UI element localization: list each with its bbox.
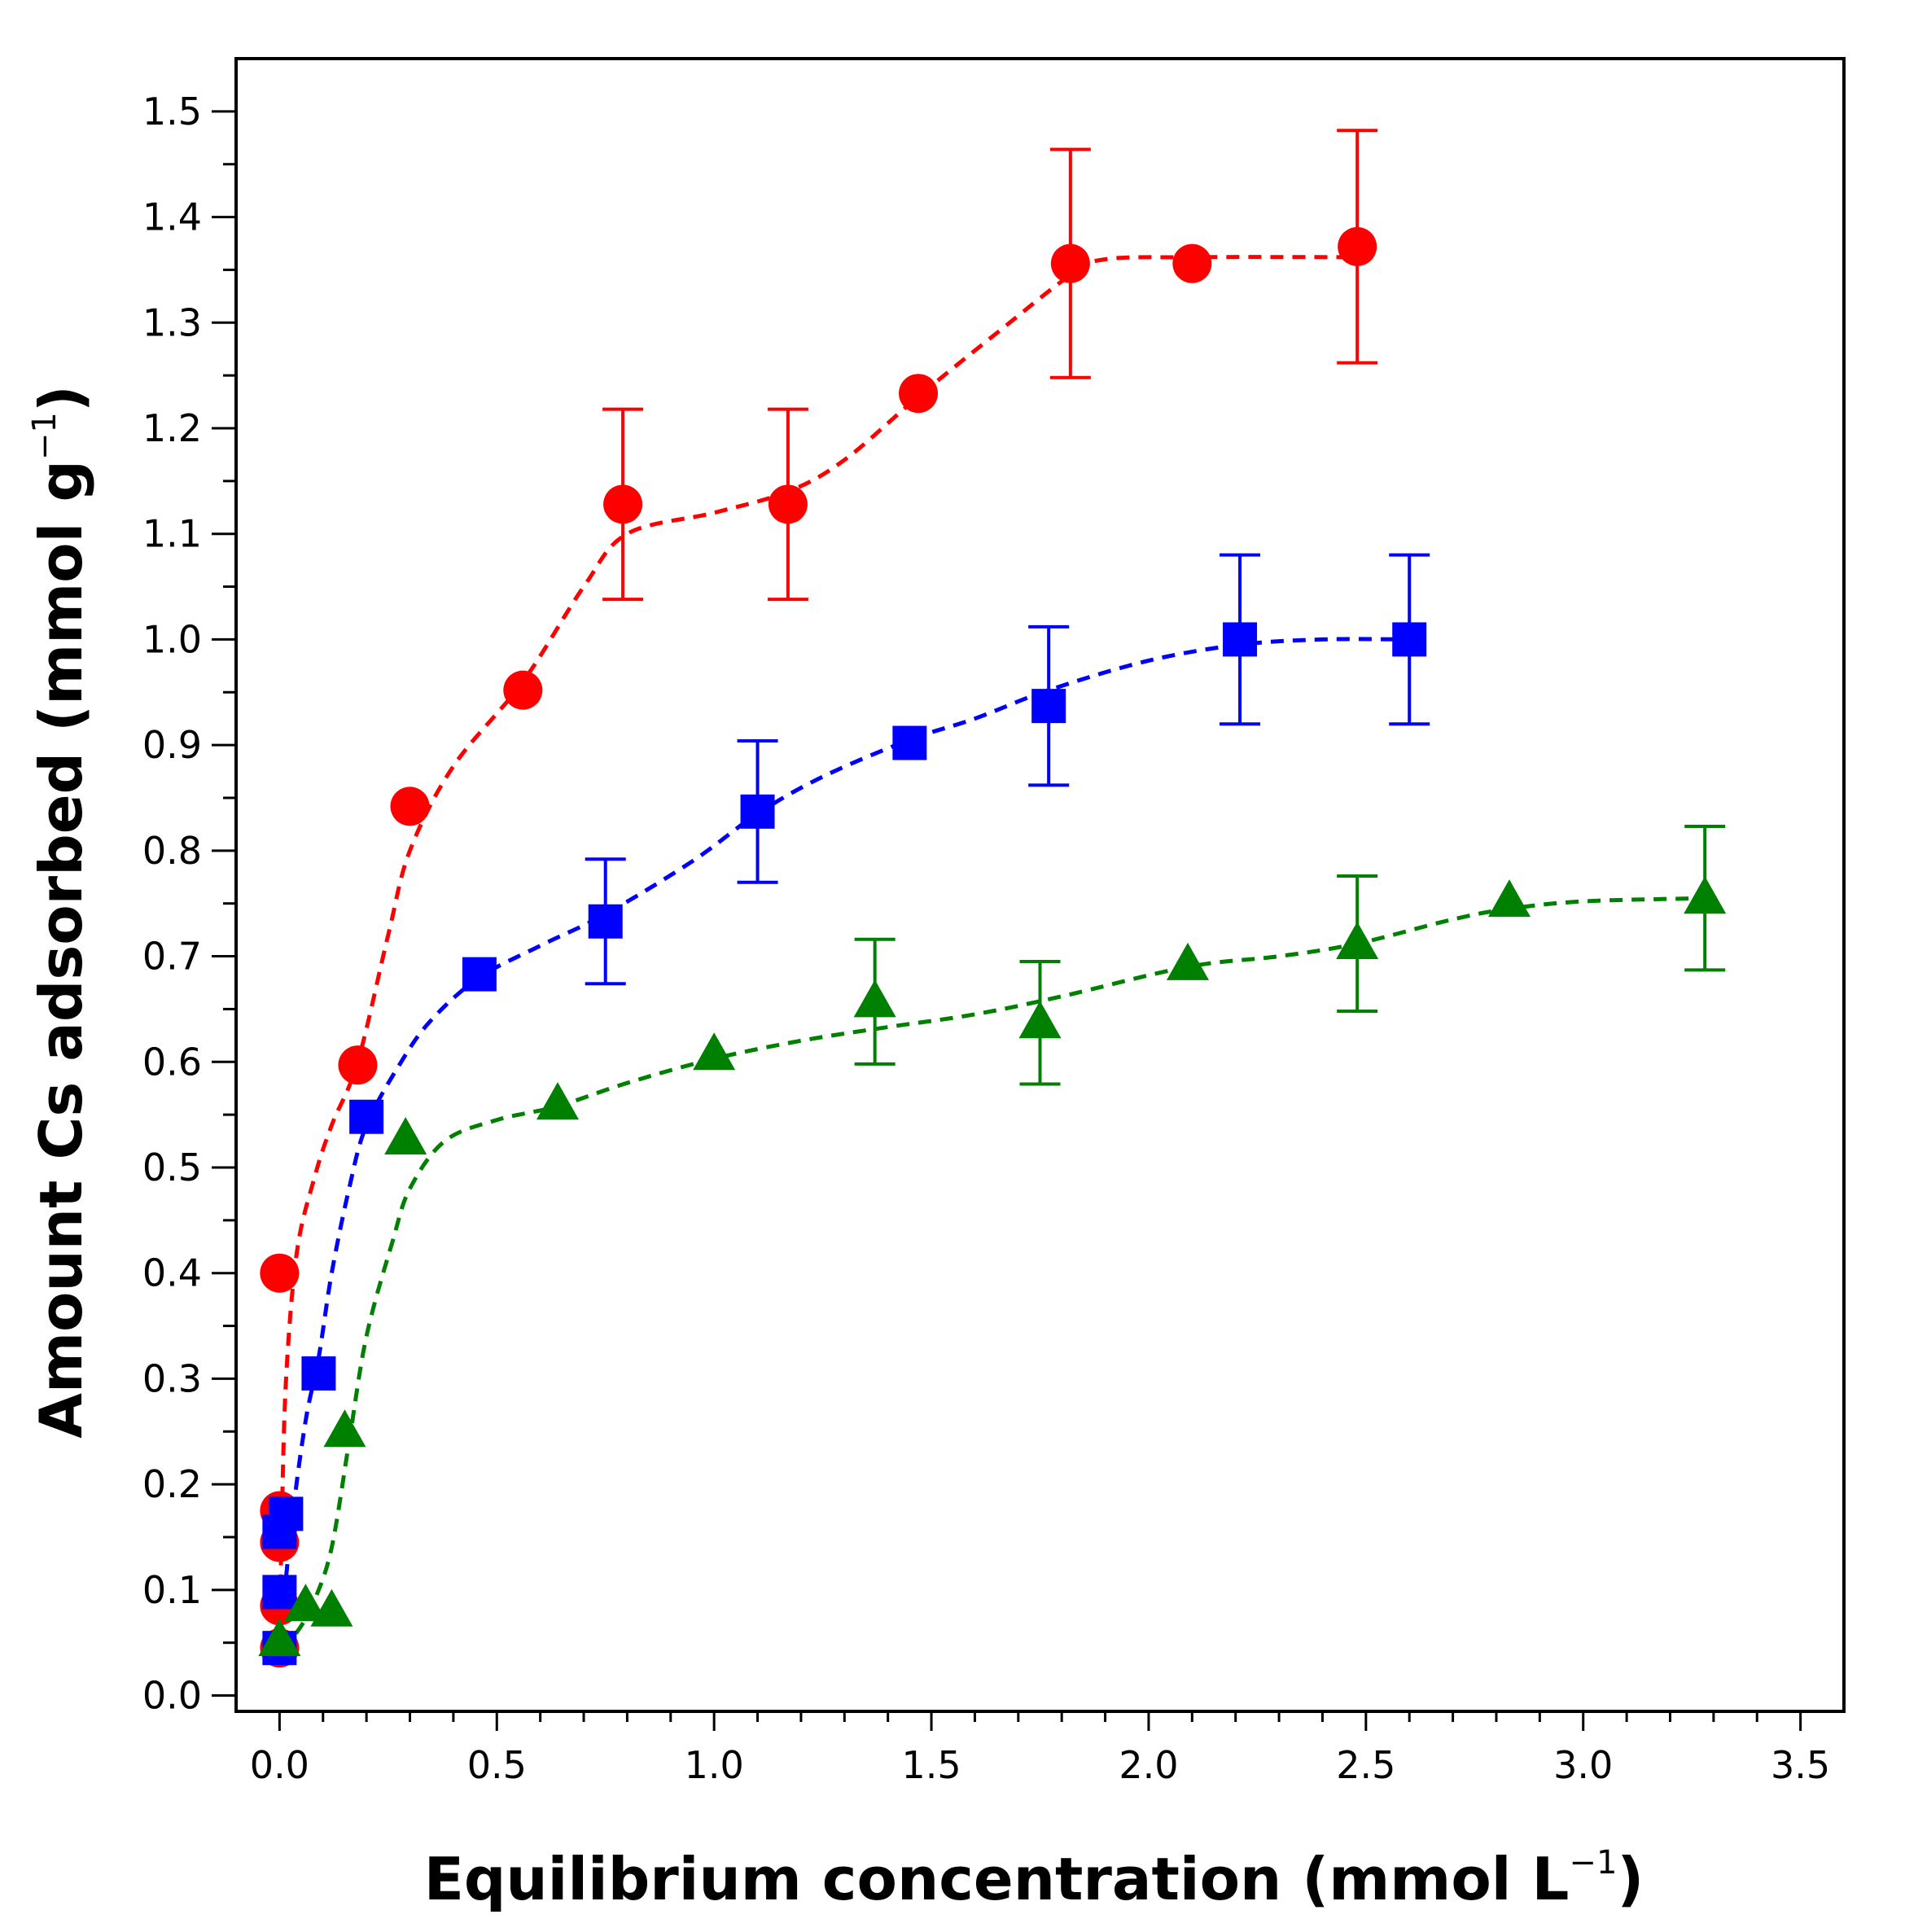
data-point-blue-squares: [349, 1099, 384, 1134]
y-tick-label: 1.2: [142, 406, 202, 450]
x-tick-label: 1.0: [685, 1743, 744, 1787]
fit-curves-layer: [277, 255, 1706, 1654]
plot-area-frame: [234, 57, 1846, 1713]
y-tick-label: 0.7: [142, 935, 202, 979]
data-point-green-triangles: [258, 1619, 301, 1657]
data-point-red-circles: [390, 786, 430, 826]
data-point-green-triangles: [384, 1116, 427, 1154]
data-point-green-triangles: [1336, 921, 1379, 959]
error-bars-layer: [585, 129, 1726, 1086]
data-point-blue-squares: [262, 1575, 297, 1610]
data-point-green-triangles: [310, 1588, 353, 1627]
x-tick-label: 2.5: [1336, 1743, 1395, 1787]
data-point-red-circles: [899, 374, 939, 414]
y-tick-label: 1.4: [142, 195, 202, 239]
data-point-green-triangles: [693, 1032, 736, 1071]
data-point-red-circles: [1338, 226, 1377, 266]
y-tick-label: 0.4: [142, 1251, 202, 1295]
data-point-green-triangles: [284, 1584, 327, 1622]
data-point-green-triangles: [853, 979, 896, 1018]
y-tick-label: 0.1: [142, 1568, 202, 1612]
ticks-layer: 0.0 0.5 1.0 1.5 2.0 2.5 3.0 3.5 0.0 0.1 0.2 0.3 0.4 0…: [142, 90, 1830, 1787]
data-points-layer: [258, 226, 1727, 1668]
data-point-green-triangles: [323, 1409, 366, 1448]
y-tick-label: 1.1: [142, 512, 202, 556]
data-point-red-circles: [1050, 243, 1090, 283]
y-axis-title: Amount Cs adsorbed (mmol g−1): [26, 385, 95, 1438]
data-point-blue-squares: [301, 1356, 336, 1391]
data-point-blue-squares: [462, 957, 497, 992]
data-point-blue-squares: [269, 1496, 304, 1531]
data-point-blue-squares: [1392, 622, 1427, 657]
data-point-red-circles: [603, 484, 643, 524]
x-tick-label: 0.5: [467, 1743, 527, 1787]
y-tick-label: 0.5: [142, 1146, 202, 1189]
fit-curve-red-circles: [277, 255, 1358, 1654]
y-tick-label: 1.5: [142, 90, 202, 134]
y-tick-label: 0.2: [142, 1462, 202, 1506]
x-tick-label: 2.0: [1119, 1743, 1178, 1787]
y-tick-label: 1.0: [142, 617, 202, 661]
data-point-blue-squares: [1031, 689, 1066, 724]
data-point-green-triangles: [1487, 879, 1531, 918]
data-point-red-circles: [338, 1045, 378, 1085]
y-tick-label: 0.6: [142, 1040, 202, 1084]
data-point-red-circles: [768, 484, 808, 524]
fit-curve-green-triangles: [278, 896, 1706, 1650]
data-point-green-triangles: [536, 1082, 579, 1120]
x-tick-label: 0.0: [250, 1743, 309, 1787]
x-tick-label: 3.0: [1553, 1743, 1613, 1787]
y-tick-label: 0.0: [142, 1674, 202, 1718]
data-point-red-circles: [260, 1253, 300, 1293]
x-axis-title: Equilibrium concentration (mmol L−1): [424, 1844, 1644, 1913]
fit-curve-blue-squares: [277, 637, 1410, 1643]
data-point-green-triangles: [1684, 876, 1727, 914]
data-point-green-triangles: [1018, 1001, 1062, 1039]
plot-frame-layer: [234, 57, 1846, 1713]
data-point-blue-squares: [740, 794, 775, 829]
data-point-green-triangles: [1166, 942, 1209, 980]
x-tick-label: 3.5: [1771, 1743, 1830, 1787]
y-tick-label: 1.3: [142, 300, 202, 344]
data-point-blue-squares: [1223, 622, 1258, 657]
y-tick-label: 0.9: [142, 723, 202, 767]
data-point-blue-squares: [588, 904, 623, 939]
y-tick-label: 0.8: [142, 829, 202, 873]
data-point-red-circles: [503, 670, 543, 710]
data-point-blue-squares: [892, 725, 927, 760]
x-tick-label: 1.5: [901, 1743, 961, 1787]
y-tick-label: 0.3: [142, 1356, 202, 1400]
data-point-red-circles: [1172, 243, 1212, 283]
